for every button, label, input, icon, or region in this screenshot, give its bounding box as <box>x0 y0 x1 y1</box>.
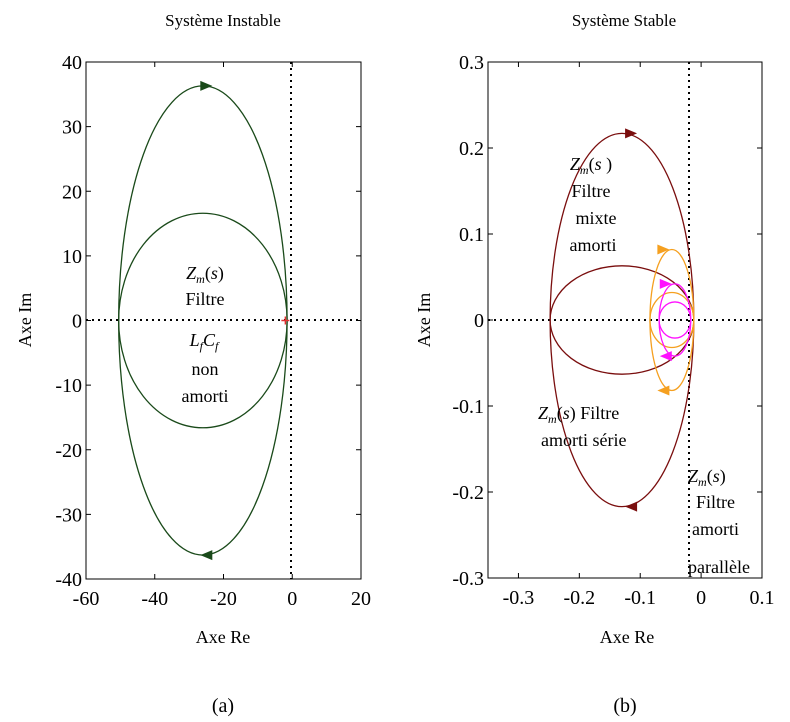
panel-a-title: Système Instable <box>165 11 281 30</box>
panel-b-ytick-label: -0.3 <box>452 568 484 590</box>
panel-a-xtick-label: -40 <box>141 588 168 610</box>
panel-a-xlabel: Axe Re <box>196 627 250 647</box>
annotation-b-parallele-zm: Zm(s) <box>688 466 726 489</box>
panel-a-marker <box>281 316 290 325</box>
annotation-b-mixte-zm: Zm(s ) <box>570 154 612 177</box>
panel-b-series-1-arrow-0 <box>657 244 670 255</box>
annotation-b-parallele-line-3: amorti <box>692 519 739 539</box>
panel-a-ytick-label: -20 <box>55 440 82 462</box>
panel-b-ytick-label: -0.1 <box>452 396 484 418</box>
annotation-a-line-5: amorti <box>182 386 229 406</box>
panel-a-ytick-label: 20 <box>62 181 82 203</box>
panel-a-ytick-label: 10 <box>62 246 82 268</box>
panel-b-series-1-curve-1 <box>649 291 695 349</box>
annotation-a-zm: Zm(s) <box>186 263 224 286</box>
panel-b-xtick-label: 0.1 <box>750 587 775 609</box>
panel-b-ytick-label: -0.2 <box>452 482 484 504</box>
panel-a-xtick-label: -60 <box>73 588 100 610</box>
panel-a-ytick-label: -10 <box>55 375 82 397</box>
panel-b-ytick-label: 0.3 <box>459 52 484 74</box>
panel-a-xtick-label: 20 <box>351 588 371 610</box>
panel-a-ylabel: Axe Im <box>15 293 35 347</box>
panel-a-ytick-label: -30 <box>55 504 82 526</box>
panel-a-label: (a) <box>212 695 234 717</box>
panel-b-series-2-arrow-0 <box>659 278 672 289</box>
panel-b-series-0-arrow-1 <box>625 501 638 512</box>
annotation-b-parallele-line-2: Filtre <box>696 492 735 512</box>
panel-b-xtick-label: -0.2 <box>563 587 595 609</box>
panel-a: Système Instable -60 -40 -20 0 20-40-30-20-1… <box>15 11 371 717</box>
panel-a-ytick-label: -40 <box>55 569 82 591</box>
panel-b-series-1-arrow-1 <box>657 385 670 396</box>
panel-b-series-2-curve-1 <box>658 301 692 339</box>
panel-a-ytick-label: 30 <box>62 117 82 139</box>
panel-a-frame <box>85 61 362 580</box>
annotation-b-mixte-line-2: Filtre <box>572 181 611 201</box>
panel-b-xtick-label: -0.1 <box>624 587 656 609</box>
annotation-b-parallele-line-4: parallèle <box>688 557 750 577</box>
panel-a-series-0-arrow-0 <box>200 80 213 91</box>
panel-b-series-0-arrow-0 <box>625 128 638 139</box>
panel-a-ytick-label: 0 <box>72 311 82 333</box>
panel-a-xtick-label: -20 <box>210 588 237 610</box>
panel-b-curves <box>549 128 695 512</box>
panel-b-xtick-label: -0.3 <box>503 587 535 609</box>
panel-b-xtick-label: 0 <box>696 587 706 609</box>
annotation-b-mixte-line-4: amorti <box>570 235 617 255</box>
panel-a-series-0-arrow-1 <box>200 550 213 561</box>
panel-b-xlabel: Axe Re <box>600 627 654 647</box>
annotation-a-line-4: non <box>192 359 219 379</box>
panel-a-xtick-label: 0 <box>287 588 297 610</box>
annotation-a-line-2: Filtre <box>186 289 225 309</box>
panel-b-series-2-arrow-1 <box>659 351 672 362</box>
annotation-b-mixte-line-3: mixte <box>576 208 617 228</box>
panel-b-ytick-label: 0 <box>474 310 484 332</box>
annotation-b-serie-line-2: amorti série <box>541 430 626 450</box>
annotation-b-serie-zm: Zm(s) Filtre <box>538 403 619 426</box>
panel-b-ylabel: Axe Im <box>414 293 434 347</box>
panel-b-title: Système Stable <box>572 11 676 30</box>
panel-a-curves <box>118 80 290 561</box>
panel-b-ytick-label: 0.2 <box>459 138 484 160</box>
panel-b: Système Stable -0.3 -0.2 -0.1 0 0.1-0.3-0.2-… <box>414 11 775 717</box>
annotation-a-lfcf: LfCf <box>189 330 220 353</box>
panel-b-ticks: -0.3 -0.2 -0.1 0 0.1 -0.3 -0.2 -0.1 0 0.1 0.2 0.3 <box>452 52 774 609</box>
panel-a-ytick-label: 40 <box>62 52 82 74</box>
panel-b-label: (b) <box>613 695 636 717</box>
panel-b-ytick-label: 0.1 <box>459 224 484 246</box>
